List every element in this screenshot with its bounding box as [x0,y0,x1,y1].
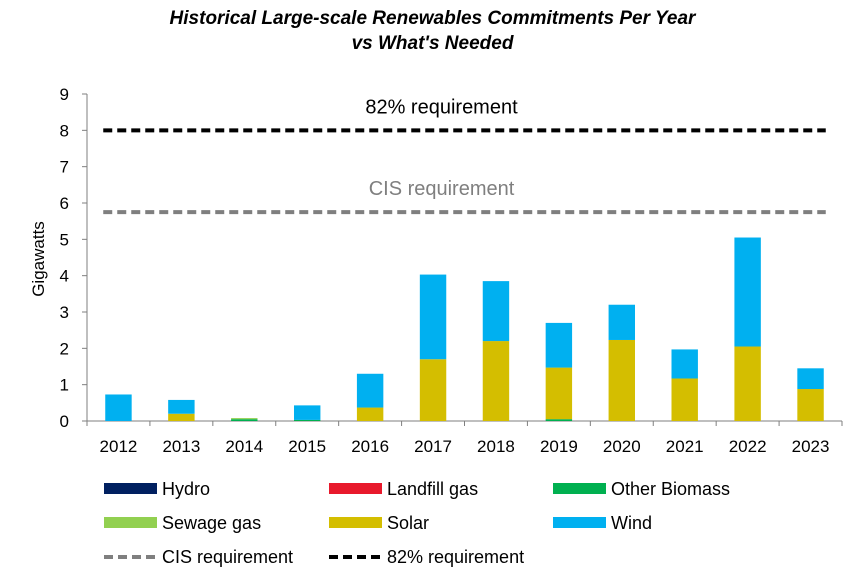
y-tick-label: 2 [60,339,69,358]
bar-solar [545,367,573,420]
bar-wind [293,405,321,420]
y-axis-label: Gigawatts [29,221,48,297]
x-tick-label: 2016 [351,437,389,456]
bar-wind [545,322,573,368]
bar-wind [797,368,824,390]
bar-wind [482,281,510,342]
x-tick-label: 2015 [288,437,326,456]
x-tick-label: 2019 [540,437,578,456]
legend-label-cis-requirement: CIS requirement [162,547,293,567]
legend-swatch-wind [553,517,606,528]
legend-swatch-hydro [104,483,157,494]
legend-label-other-biomass: Other Biomass [611,479,730,499]
bar-solar [482,341,510,421]
x-tick-label: 2013 [162,437,200,456]
bar-other-biomass [293,419,321,421]
x-tick-label: 2022 [729,437,767,456]
legend-label-landfill-gas: Landfill gas [387,479,478,499]
y-tick-label: 4 [60,267,69,286]
y-tick-label: 3 [60,303,69,322]
x-tick-label: 2020 [603,437,641,456]
y-tick-label: 1 [60,376,69,395]
y-tick-label: 9 [60,85,69,104]
chart-title-line-2: vs What's Needed [351,33,514,54]
bar-solar [734,346,761,421]
bar-solar [797,389,824,421]
chart-title: Historical Large-scale Renewables Commit… [0,6,865,56]
bar-solar [356,407,384,421]
legend-swatch-other-biomass [553,483,606,494]
legend-swatch-sewage-gas [104,517,157,528]
y-tick-label: 6 [60,194,69,213]
bar-sewage-gas [231,418,258,420]
bar-solar [419,359,447,421]
x-tick-label: 2023 [792,437,830,456]
bar-solar [671,378,698,421]
bar-other-biomass [231,419,258,421]
y-axis: 0 1 2 3 4 5 6 7 8 9 [60,85,88,431]
bars [105,237,824,421]
legend-label-hydro: Hydro [162,479,210,499]
bar-solar [168,413,195,421]
bar-wind [419,274,447,360]
y-tick-label: 7 [60,158,69,177]
bar-wind [105,394,132,421]
y-tick-label: 5 [60,230,69,249]
x-tick-label: 2018 [477,437,515,456]
y-tick-label: 8 [60,121,69,140]
reference-label-cis-requirement: CIS requirement [369,178,515,200]
x-tick-label: 2012 [100,437,138,456]
bar-wind [671,349,698,379]
bar-wind [608,304,636,340]
legend-label-solar: Solar [387,513,429,533]
legend: Hydro Landfill gas Other Biomass Sewage gas… [104,479,730,567]
legend-label-82-requirement: 82% requirement [387,547,524,567]
legend-swatch-landfill-gas [329,483,382,494]
legend-label-wind: Wind [611,513,652,533]
reference-label-82-requirement: 82% requirement [365,96,518,118]
legend-label-sewage-gas: Sewage gas [162,513,261,533]
bar-solar [608,339,636,421]
bar-wind [734,237,761,347]
bar-other-biomass [545,419,573,421]
y-tick-label: 0 [60,412,69,431]
x-tick-label: 2017 [414,437,452,456]
reference-lines: CIS requirement 82% requirement [103,96,826,215]
x-axis: 2012 2013 2014 2015 2016 2017 2018 2019 2020 2021… [86,420,843,456]
chart-title-line-1: Historical Large-scale Renewables Commit… [169,8,696,29]
x-tick-label: 2014 [225,437,263,456]
bar-wind [356,373,384,408]
legend-swatch-solar [329,517,382,528]
x-tick-label: 2021 [666,437,704,456]
bar-wind [168,399,195,414]
